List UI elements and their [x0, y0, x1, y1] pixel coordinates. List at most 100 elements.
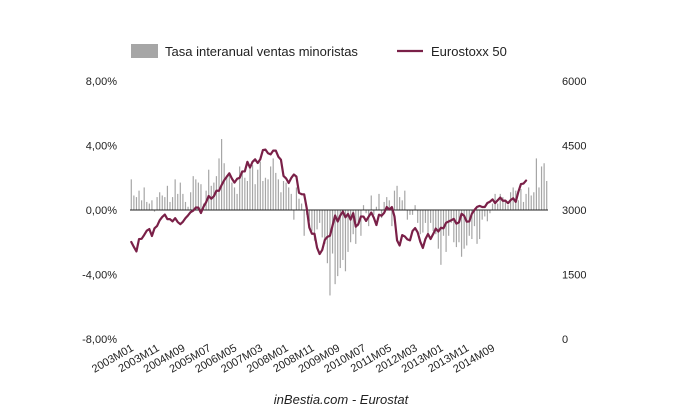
bar	[259, 161, 261, 211]
bar	[383, 201, 385, 210]
bar	[419, 210, 421, 235]
bar	[522, 201, 525, 210]
bar	[221, 139, 223, 210]
x-axis: 2003M012003M112004M092005M072006M052007M…	[90, 342, 497, 375]
bar	[502, 197, 504, 210]
bar	[300, 203, 303, 210]
right-tick-label: 1500	[562, 270, 586, 282]
bar	[344, 210, 347, 272]
bar	[414, 205, 416, 210]
bar	[319, 210, 321, 223]
bar	[254, 184, 256, 210]
bar	[244, 177, 246, 210]
bar	[275, 172, 277, 210]
bar	[133, 195, 135, 210]
bar	[146, 201, 148, 210]
bar	[246, 180, 248, 210]
left-tick-label: 0,00%	[86, 205, 117, 217]
bar	[228, 172, 230, 210]
bar	[288, 187, 290, 210]
bar	[153, 210, 156, 212]
bar	[148, 203, 150, 210]
bar	[161, 195, 163, 210]
bar	[546, 180, 548, 210]
bar	[489, 210, 491, 214]
bar	[401, 200, 403, 210]
bar	[350, 210, 352, 243]
bar	[270, 166, 272, 210]
bar	[169, 201, 171, 210]
bar	[396, 185, 398, 210]
bar	[334, 210, 336, 285]
right-tick-label: 3000	[562, 205, 586, 217]
left-tick-label: -4,00%	[82, 270, 117, 282]
bar	[491, 203, 494, 210]
bar	[267, 179, 269, 210]
bar	[520, 189, 522, 210]
bar	[241, 171, 243, 210]
bar	[479, 210, 481, 240]
bar	[445, 210, 447, 252]
bar	[264, 177, 267, 210]
bar	[331, 210, 334, 254]
bar	[200, 184, 202, 210]
bar	[476, 210, 478, 244]
bar	[468, 210, 470, 236]
bar	[448, 210, 450, 236]
bar	[290, 193, 292, 211]
bar	[530, 195, 532, 210]
bar	[164, 197, 166, 210]
bar	[386, 197, 388, 210]
bar	[272, 158, 274, 210]
legend-bar-swatch	[131, 44, 158, 58]
bar	[192, 176, 194, 210]
bar	[190, 192, 192, 210]
bar	[187, 206, 189, 210]
bar	[471, 210, 473, 240]
bar	[313, 210, 316, 241]
bar	[342, 210, 344, 260]
bar	[417, 210, 419, 223]
bar	[432, 210, 434, 231]
bar	[357, 210, 359, 227]
bar	[411, 210, 414, 215]
bar	[321, 210, 323, 238]
right-tick-label: 0	[562, 334, 568, 346]
bar	[504, 201, 507, 210]
bar	[362, 205, 365, 210]
bar	[422, 210, 424, 233]
left-tick-label: 4,00%	[86, 141, 117, 153]
right-tick-label: 4500	[562, 141, 586, 153]
bar	[442, 210, 445, 236]
eurostoxx-line	[130, 148, 528, 256]
bar	[316, 210, 318, 230]
bar	[308, 210, 310, 222]
bar	[437, 210, 439, 249]
bar	[285, 182, 287, 210]
bar	[360, 210, 362, 236]
bar	[370, 195, 372, 210]
bar	[277, 179, 279, 210]
bar	[435, 210, 437, 235]
bar	[543, 163, 545, 210]
bar	[339, 210, 341, 269]
bar	[538, 187, 540, 210]
bar	[177, 193, 179, 211]
bar	[156, 197, 158, 210]
bar	[399, 197, 401, 210]
bar	[151, 200, 153, 210]
bar	[455, 210, 457, 248]
left-tick-label: -8,00%	[82, 334, 117, 346]
bar	[303, 210, 305, 236]
bar	[195, 179, 197, 210]
bar	[378, 193, 380, 211]
bar	[352, 210, 354, 235]
source-caption: inBestia.com - Eurostat	[274, 392, 410, 407]
bar	[424, 210, 427, 223]
right-tick-label: 6000	[562, 76, 586, 88]
bar	[226, 177, 228, 210]
bar	[239, 166, 241, 210]
bar	[138, 190, 140, 210]
